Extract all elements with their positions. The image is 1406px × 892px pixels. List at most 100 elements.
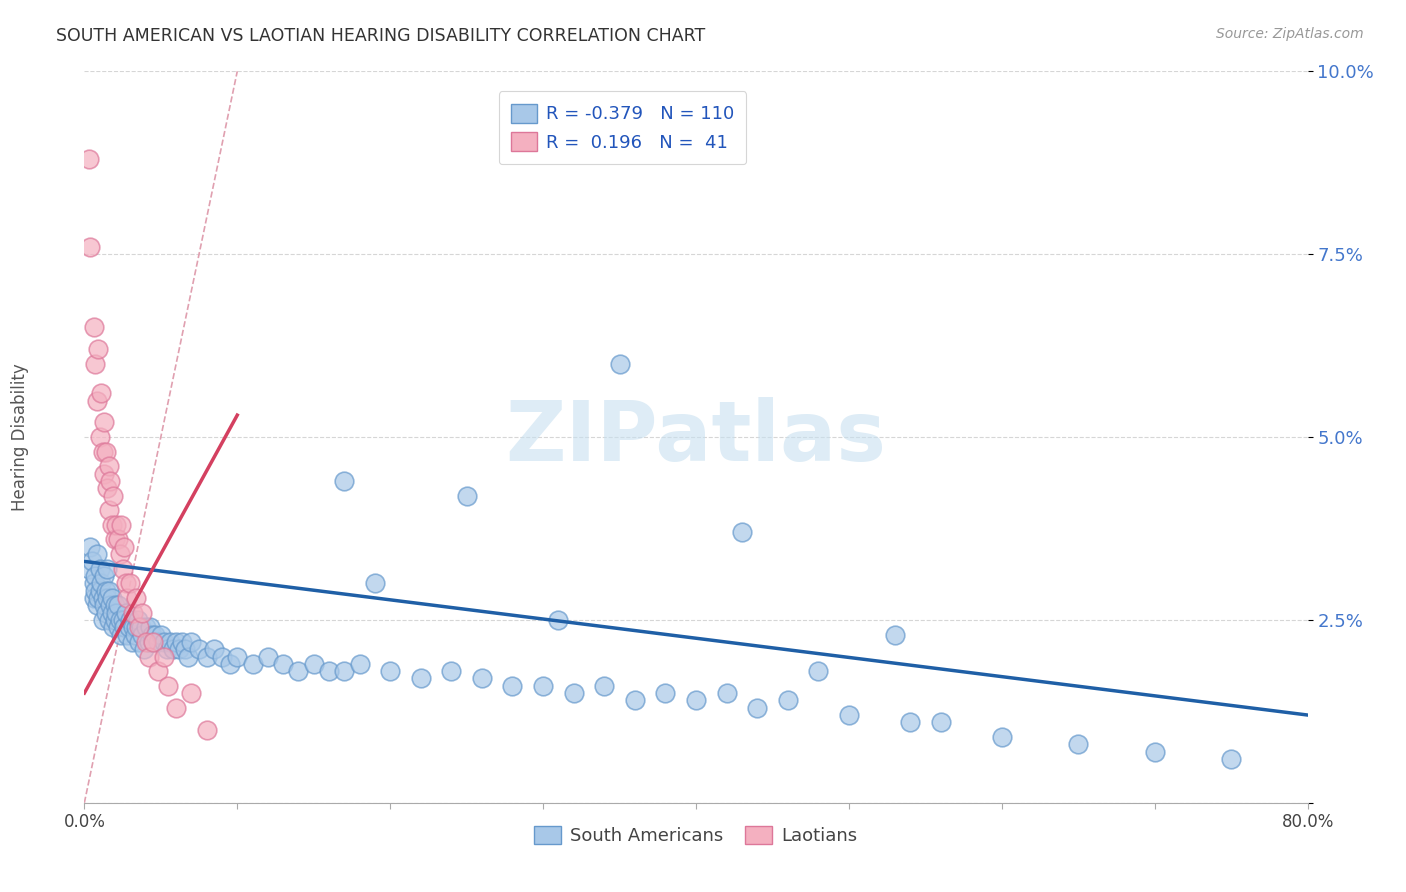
Point xyxy=(776,693,799,707)
Point xyxy=(440,664,463,678)
Point xyxy=(188,642,211,657)
Point xyxy=(609,357,631,371)
Point xyxy=(101,517,124,532)
Point xyxy=(118,620,141,634)
Point xyxy=(624,693,647,707)
Point xyxy=(103,489,125,503)
Point xyxy=(79,240,101,254)
Legend: South Americans, Laotians: South Americans, Laotians xyxy=(527,819,865,852)
Point xyxy=(97,459,120,474)
Point xyxy=(195,723,218,737)
Point xyxy=(156,642,179,657)
Point xyxy=(172,635,194,649)
Point xyxy=(125,620,148,634)
Point xyxy=(84,583,107,598)
Point xyxy=(114,606,136,620)
Point xyxy=(83,576,105,591)
Point xyxy=(146,635,169,649)
Point xyxy=(105,517,128,532)
Point xyxy=(153,635,176,649)
Point xyxy=(129,620,152,634)
Point xyxy=(101,606,124,620)
Point xyxy=(96,562,118,576)
Point xyxy=(177,649,200,664)
Point xyxy=(93,569,115,583)
Point xyxy=(302,657,325,671)
Point xyxy=(83,591,105,605)
Point xyxy=(929,715,952,730)
Point xyxy=(89,562,111,576)
Y-axis label: Hearing Disability: Hearing Disability xyxy=(11,363,28,511)
Point xyxy=(87,591,110,605)
Point xyxy=(107,533,129,547)
Point xyxy=(180,686,202,700)
Point xyxy=(287,664,309,678)
Point xyxy=(93,416,115,430)
Point xyxy=(121,635,143,649)
Point xyxy=(159,635,181,649)
Point xyxy=(101,591,124,605)
Point xyxy=(77,152,100,166)
Point xyxy=(991,730,1014,744)
Point xyxy=(898,715,921,730)
Point xyxy=(122,620,145,634)
Point xyxy=(79,540,101,554)
Point xyxy=(380,664,402,678)
Point xyxy=(167,642,190,657)
Point xyxy=(124,627,146,641)
Point xyxy=(104,599,127,613)
Point xyxy=(94,444,117,458)
Point xyxy=(547,613,569,627)
Point xyxy=(807,664,830,678)
Point xyxy=(138,649,160,664)
Point xyxy=(97,583,120,598)
Point xyxy=(105,606,128,620)
Point xyxy=(94,606,117,620)
Point xyxy=(112,620,135,634)
Point xyxy=(107,599,129,613)
Point xyxy=(93,599,115,613)
Point xyxy=(131,627,153,641)
Point xyxy=(91,613,114,627)
Point xyxy=(202,642,225,657)
Point xyxy=(80,554,103,568)
Point xyxy=(333,664,356,678)
Point xyxy=(112,540,135,554)
Point xyxy=(103,620,125,634)
Point xyxy=(128,620,150,634)
Point xyxy=(138,635,160,649)
Point xyxy=(83,320,105,334)
Point xyxy=(731,525,754,540)
Point xyxy=(218,657,240,671)
Point xyxy=(349,657,371,671)
Point xyxy=(142,635,165,649)
Point xyxy=(110,627,132,641)
Point xyxy=(104,533,127,547)
Point xyxy=(149,627,172,641)
Point xyxy=(111,562,134,576)
Point xyxy=(108,613,131,627)
Point xyxy=(162,642,184,657)
Point xyxy=(122,606,145,620)
Point xyxy=(257,649,280,664)
Point xyxy=(271,657,294,671)
Point xyxy=(96,591,118,605)
Point xyxy=(226,649,249,664)
Point xyxy=(195,649,218,664)
Point xyxy=(104,613,127,627)
Point xyxy=(84,569,107,583)
Point xyxy=(142,635,165,649)
Point xyxy=(90,386,112,401)
Point xyxy=(364,576,387,591)
Point xyxy=(98,599,121,613)
Point xyxy=(97,613,120,627)
Point xyxy=(120,613,142,627)
Text: ZIPatlas: ZIPatlas xyxy=(506,397,886,477)
Point xyxy=(90,576,112,591)
Point xyxy=(165,635,187,649)
Point xyxy=(685,693,707,707)
Point xyxy=(456,489,478,503)
Point xyxy=(1143,745,1166,759)
Point xyxy=(409,672,432,686)
Point xyxy=(108,547,131,561)
